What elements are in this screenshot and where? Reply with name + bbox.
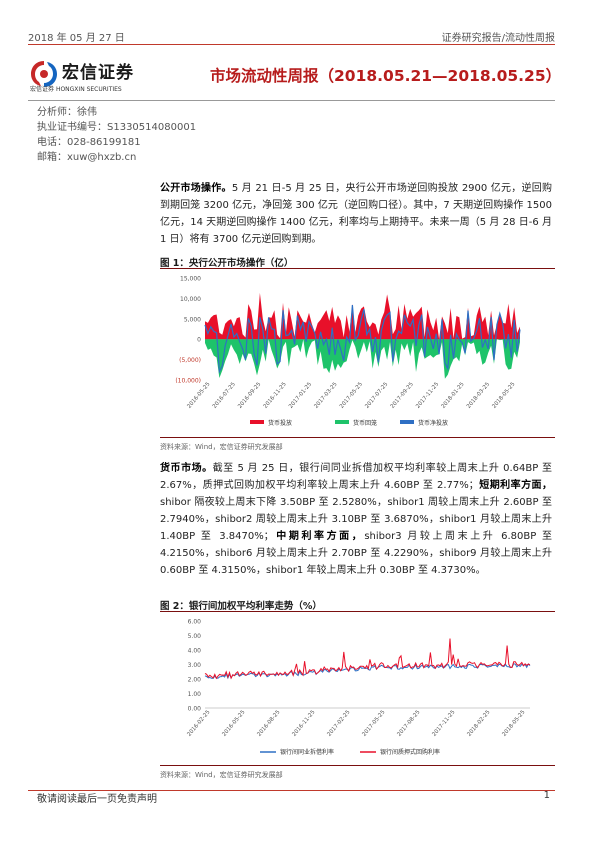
logo-english: 宏信证券 HONGXIN SECURITIES bbox=[30, 86, 122, 93]
legend-swatch bbox=[400, 420, 414, 424]
x-tick-label: 2016-08-25 bbox=[256, 709, 281, 738]
y-tick-label: 10,000 bbox=[180, 296, 201, 303]
company-logo: 宏信证券 宏信证券 HONGXIN SECURITIES bbox=[28, 58, 168, 94]
figure1-source: 资料来源：Wind，宏信证券研究发展部 bbox=[160, 443, 283, 451]
analyst-name: 分析师：徐伟 bbox=[37, 107, 97, 118]
logo-text: 宏信证券 bbox=[62, 63, 134, 83]
figure2-series bbox=[204, 638, 531, 680]
x-tick-label: 2017-05-25 bbox=[361, 709, 386, 738]
figure2-bottom-rule bbox=[160, 765, 555, 766]
report-title: 市场流动性周报（2018.05.21—2018.05.25） bbox=[210, 67, 562, 85]
email: 邮箱：xuw@hxzb.cn bbox=[37, 152, 137, 163]
y-tick-label: 5.00 bbox=[188, 633, 202, 640]
y-tick-label: 0.00 bbox=[188, 706, 202, 713]
x-tick-label: 2017-11-25 bbox=[431, 709, 456, 738]
repo-rate-line bbox=[204, 638, 531, 680]
legend-swatch bbox=[250, 420, 264, 424]
x-tick-label: 2017-08-25 bbox=[396, 709, 421, 738]
figure2-source: 资料来源：Wind，宏信证券研究发展部 bbox=[160, 771, 283, 779]
figure2-chart: 6.005.004.003.002.001.000.00 2016-02-25 2… bbox=[186, 619, 531, 756]
mid-rate-text: shibor3 月较上周末上升 6.80BP 至 4.2150%，shibor6… bbox=[160, 531, 552, 576]
figure1-chart: 15,000 10,000 5,000 0 (5,000) (10,000) 2016-0… bbox=[175, 276, 521, 427]
figure1-bottom-rule bbox=[160, 437, 555, 438]
legend-label: 货币回笼 bbox=[353, 419, 377, 427]
x-tick-label: 2017-03-25 bbox=[313, 381, 338, 410]
short-rate-text: shibor 隔夜较上周末下降 3.50BP 至 2.5280%，shibor1… bbox=[160, 497, 552, 542]
figure2-top-rule bbox=[160, 611, 555, 612]
y-tick-label: 2.00 bbox=[188, 677, 202, 684]
phone: 电话：028-86199181 bbox=[37, 137, 141, 148]
x-tick-label: 2016-11-25 bbox=[263, 381, 288, 410]
x-tick-label: 2018-05-25 bbox=[491, 381, 516, 410]
x-tick-label: 2018-01-25 bbox=[441, 381, 466, 410]
x-tick-label: 2016-02-25 bbox=[186, 709, 211, 738]
mid-rate-lead: 中期利率方面， bbox=[273, 531, 365, 542]
disclaimer-notice: 敬请阅读最后一页免责声明 bbox=[37, 794, 157, 805]
y-tick-label: 1.00 bbox=[188, 691, 202, 698]
figure1-title: 图 1：央行公开市场操作（亿） bbox=[160, 258, 294, 269]
figure2-x-ticks: 2016-02-25 2016-05-25 2016-08-25 2016-11-25… bbox=[186, 709, 526, 738]
money-market-lead: 货币市场。 bbox=[160, 463, 213, 474]
x-tick-label: 2017-11-25 bbox=[415, 381, 440, 410]
figure1-x-ticks: 2016-05-25 2016-07-25 2016-09-25 2016-11-25… bbox=[186, 381, 516, 410]
y-tick-label: (5,000) bbox=[179, 357, 201, 364]
y-tick-label: 3.00 bbox=[188, 662, 202, 669]
figure1-top-rule bbox=[160, 268, 555, 269]
open-market-text: 5 月 21 日-5 月 25 日，央行公开市场逆回购投放 2900 亿元，逆回… bbox=[160, 183, 553, 245]
x-tick-label: 2017-07-25 bbox=[364, 381, 389, 410]
open-market-lead: 公开市场操作。 bbox=[160, 183, 232, 194]
y-tick-label: 6.00 bbox=[188, 619, 202, 626]
x-tick-label: 2017-09-25 bbox=[390, 381, 415, 410]
withdrawal-area bbox=[205, 339, 520, 379]
y-tick-label: 4.00 bbox=[188, 648, 202, 655]
interbank-lending-rate-line bbox=[204, 663, 531, 680]
net-injection-line bbox=[204, 305, 521, 374]
x-tick-label: 2018-02-25 bbox=[466, 709, 491, 738]
x-tick-label: 2016-05-25 bbox=[221, 709, 246, 738]
footer-divider bbox=[28, 790, 555, 791]
money-market-text1: 截至 5 月 25 日，银行间同业拆借加权平均利率较上周末上升 0.64BP 至… bbox=[160, 463, 552, 491]
page-number: 1 bbox=[543, 790, 550, 801]
legend-swatch bbox=[335, 420, 349, 424]
open-market-paragraph: 公开市场操作。5 月 21 日-5 月 25 日，央行公开市场逆回购投放 290… bbox=[160, 180, 552, 248]
license-number: 执业证书编号：S1330514080001 bbox=[37, 122, 197, 133]
logo-mark-icon bbox=[31, 61, 57, 87]
legend-label: 银行间质押式回购利率 bbox=[380, 748, 440, 756]
x-tick-label: 2016-09-25 bbox=[237, 381, 262, 410]
title-divider bbox=[28, 100, 555, 101]
report-date: 2018 年 05 月 27 日 bbox=[28, 33, 125, 44]
legend-label: 货币投放 bbox=[268, 419, 292, 427]
x-tick-label: 2016-07-25 bbox=[212, 381, 237, 410]
y-tick-label: 15,000 bbox=[180, 276, 201, 283]
header-divider bbox=[28, 44, 555, 45]
money-market-paragraph: 货币市场。截至 5 月 25 日，银行间同业拆借加权平均利率较上周末上升 0.6… bbox=[160, 460, 552, 579]
x-tick-label: 2018-03-25 bbox=[466, 381, 491, 410]
figure2-y-ticks: 6.00 5.00 4.00 3.00 2.00 1.00 0.00 bbox=[188, 619, 530, 713]
legend-label: 货币净投放 bbox=[418, 419, 448, 427]
x-tick-label: 2017-01-25 bbox=[288, 381, 313, 410]
short-rate-lead: 短期利率方面， bbox=[478, 480, 552, 491]
figure1-legend: 货币投放 货币回笼 货币净投放 bbox=[250, 419, 448, 427]
x-tick-label: 2016-11-25 bbox=[291, 709, 316, 738]
x-tick-label: 2016-05-25 bbox=[186, 381, 211, 410]
y-tick-label: 5,000 bbox=[184, 316, 201, 323]
report-category: 证券研究报告/流动性周报 bbox=[441, 33, 555, 44]
x-tick-label: 2018-05-25 bbox=[501, 709, 526, 738]
figure2-legend: 银行间同业拆借利率 银行间质押式回购利率 bbox=[260, 748, 440, 756]
y-tick-label: 0 bbox=[197, 337, 201, 344]
x-tick-label: 2017-05-25 bbox=[339, 381, 364, 410]
x-tick-label: 2017-02-25 bbox=[326, 709, 351, 738]
legend-label: 银行间同业拆借利率 bbox=[280, 748, 334, 756]
y-tick-label: (10,000) bbox=[175, 378, 201, 385]
figure1-series bbox=[204, 292, 521, 379]
figure2-title: 图 2：银行间加权平均利率走势（%） bbox=[160, 601, 322, 612]
